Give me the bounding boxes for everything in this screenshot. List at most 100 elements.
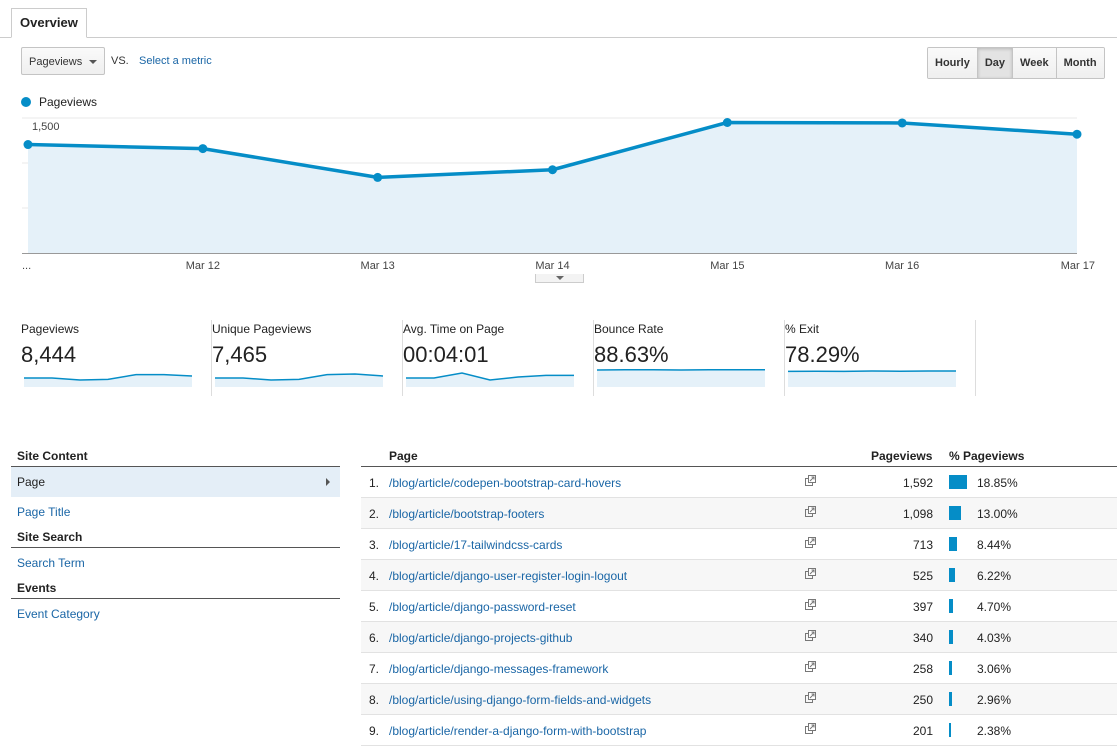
header-pageviews[interactable]: Pageviews — [871, 449, 933, 463]
pct-pageviews-value: 4.03% — [977, 631, 1012, 645]
scorecard-value: 7,465 — [212, 342, 268, 367]
header-pct-pageviews[interactable]: % Pageviews — [949, 449, 1025, 463]
scorecard-label: Unique Pageviews — [212, 322, 312, 336]
x-tick-label: Mar 13 — [361, 260, 395, 272]
pageviews-value: 397 — [912, 600, 933, 614]
chevron-right-icon — [326, 478, 330, 486]
scorecard[interactable]: % Exit 78.29% — [785, 320, 976, 396]
scorecard-label: Bounce Rate — [594, 322, 664, 336]
scorecard-value: 00:04:01 — [403, 342, 489, 367]
table-header: Page Pageviews % Pageviews — [361, 446, 1117, 467]
table-row: 8. /blog/article/using-django-form-fields… — [361, 684, 1117, 715]
nav-heading-site-search: Site Search — [11, 527, 340, 548]
pageviews-value: 713 — [912, 538, 933, 552]
share-bar — [949, 475, 967, 489]
share-bar — [949, 630, 953, 644]
table-row: 3. /blog/article/17-tailwindcss-cards 713 8… — [361, 529, 1117, 560]
chart-collapse-handle[interactable] — [535, 274, 584, 283]
metric-dropdown[interactable]: Pageviews — [21, 47, 105, 75]
x-tick-label: Mar 12 — [186, 260, 220, 272]
external-link-icon[interactable] — [805, 630, 816, 641]
series-area — [28, 122, 1077, 253]
sparkline-line — [24, 373, 193, 381]
external-link-icon[interactable] — [805, 568, 816, 579]
sparkline — [787, 370, 956, 387]
share-bar — [949, 599, 953, 613]
table-row: 7. /blog/article/django-messages-framewor… — [361, 653, 1117, 684]
sparkline-area — [597, 369, 765, 387]
row-index: 4. — [368, 569, 379, 583]
external-link-icon[interactable] — [805, 723, 816, 734]
x-tick-label: Mar 15 — [710, 260, 744, 272]
pageviews-value: 1,098 — [902, 507, 933, 521]
select-metric-link[interactable]: Select a metric — [139, 55, 212, 67]
scorecard[interactable]: Avg. Time on Page 00:04:01 — [403, 320, 594, 396]
week-button[interactable]: Week — [1012, 48, 1056, 78]
legend-dot-icon — [21, 97, 31, 107]
legend-label: Pageviews — [39, 95, 98, 109]
nav-item-event-category[interactable]: Event Category — [17, 607, 100, 621]
page-path-link[interactable]: /blog/article/bootstrap-footers — [389, 507, 545, 521]
external-link-icon[interactable] — [805, 599, 816, 610]
row-index: 8. — [368, 693, 379, 707]
row-index: 3. — [368, 538, 379, 552]
page-path-link[interactable]: /blog/article/codepen-bootstrap-card-hov… — [389, 476, 622, 490]
hourly-button[interactable]: Hourly — [928, 48, 977, 78]
external-link-icon[interactable] — [805, 475, 816, 486]
external-link-icon[interactable] — [805, 537, 816, 548]
external-link-icon[interactable] — [805, 661, 816, 672]
scorecard[interactable]: Bounce Rate 88.63% — [594, 320, 785, 396]
share-bar — [949, 537, 957, 551]
nav-item-page[interactable]: Page — [11, 467, 340, 497]
day-button[interactable]: Day — [976, 48, 1013, 78]
page-path-link[interactable]: /blog/article/using-django-form-fields-a… — [389, 693, 652, 707]
pct-pageviews-value: 2.38% — [977, 724, 1012, 738]
data-point — [373, 172, 383, 182]
tab-overview[interactable]: Overview — [11, 8, 87, 38]
scorecard-value: 78.29% — [785, 342, 860, 367]
share-bar — [949, 568, 955, 582]
pageviews-value: 201 — [912, 724, 933, 738]
sparkline-line — [406, 372, 574, 381]
chart-legend: Pageviews — [21, 95, 97, 109]
sparkline — [406, 372, 574, 387]
table-row: 2. /blog/article/bootstrap-footers 1,098 13… — [361, 498, 1117, 529]
pct-pageviews-value: 13.00% — [977, 507, 1018, 521]
month-button[interactable]: Month — [1055, 48, 1104, 78]
row-index: 6. — [368, 631, 379, 645]
sparkline-area — [788, 371, 956, 387]
scorecard-label: Avg. Time on Page — [403, 322, 505, 336]
row-index: 9. — [368, 724, 379, 738]
left-nav: Site Content Page Page Title Site Search… — [11, 446, 340, 629]
scorecard-value: 8,444 — [21, 342, 77, 367]
header-page[interactable]: Page — [389, 449, 418, 463]
nav-item-page-title[interactable]: Page Title — [17, 505, 71, 519]
scorecard[interactable]: Pageviews 8,444 — [21, 320, 212, 396]
x-tick-label: Mar 16 — [885, 260, 919, 272]
data-point — [722, 118, 732, 127]
page-path-link[interactable]: /blog/article/django-user-register-login… — [389, 569, 628, 583]
table-row: 4. /blog/article/django-user-register-log… — [361, 560, 1117, 591]
sparkline — [215, 373, 384, 387]
sparkline — [596, 369, 765, 387]
scorecard[interactable]: Unique Pageviews 7,465 — [212, 320, 403, 396]
pct-pageviews-value: 18.85% — [977, 476, 1018, 490]
pageviews-value: 525 — [912, 569, 933, 583]
sparkline-area — [215, 374, 383, 387]
page-path-link[interactable]: /blog/article/django-projects-github — [389, 631, 573, 645]
y-tick-label: 1,500 — [32, 121, 60, 133]
granularity-group: Hourly Day Week Month — [927, 47, 1105, 79]
nav-item-search-term[interactable]: Search Term — [17, 556, 85, 570]
nav-heading-events: Events — [11, 578, 340, 599]
external-link-icon[interactable] — [805, 692, 816, 703]
data-point — [897, 118, 907, 128]
nav-item-page-label: Page — [17, 475, 46, 489]
page-path-link[interactable]: /blog/article/17-tailwindcss-cards — [389, 538, 563, 552]
page-path-link[interactable]: /blog/article/render-a-django-form-with-… — [389, 724, 647, 738]
external-link-icon[interactable] — [805, 506, 816, 517]
page-path-link[interactable]: /blog/article/django-password-reset — [389, 600, 576, 614]
pages-table: Page Pageviews % Pageviews 1. /blog/artic… — [361, 446, 1117, 746]
page-path-link[interactable]: /blog/article/django-messages-framework — [389, 662, 609, 676]
chevron-down-icon — [89, 60, 97, 64]
